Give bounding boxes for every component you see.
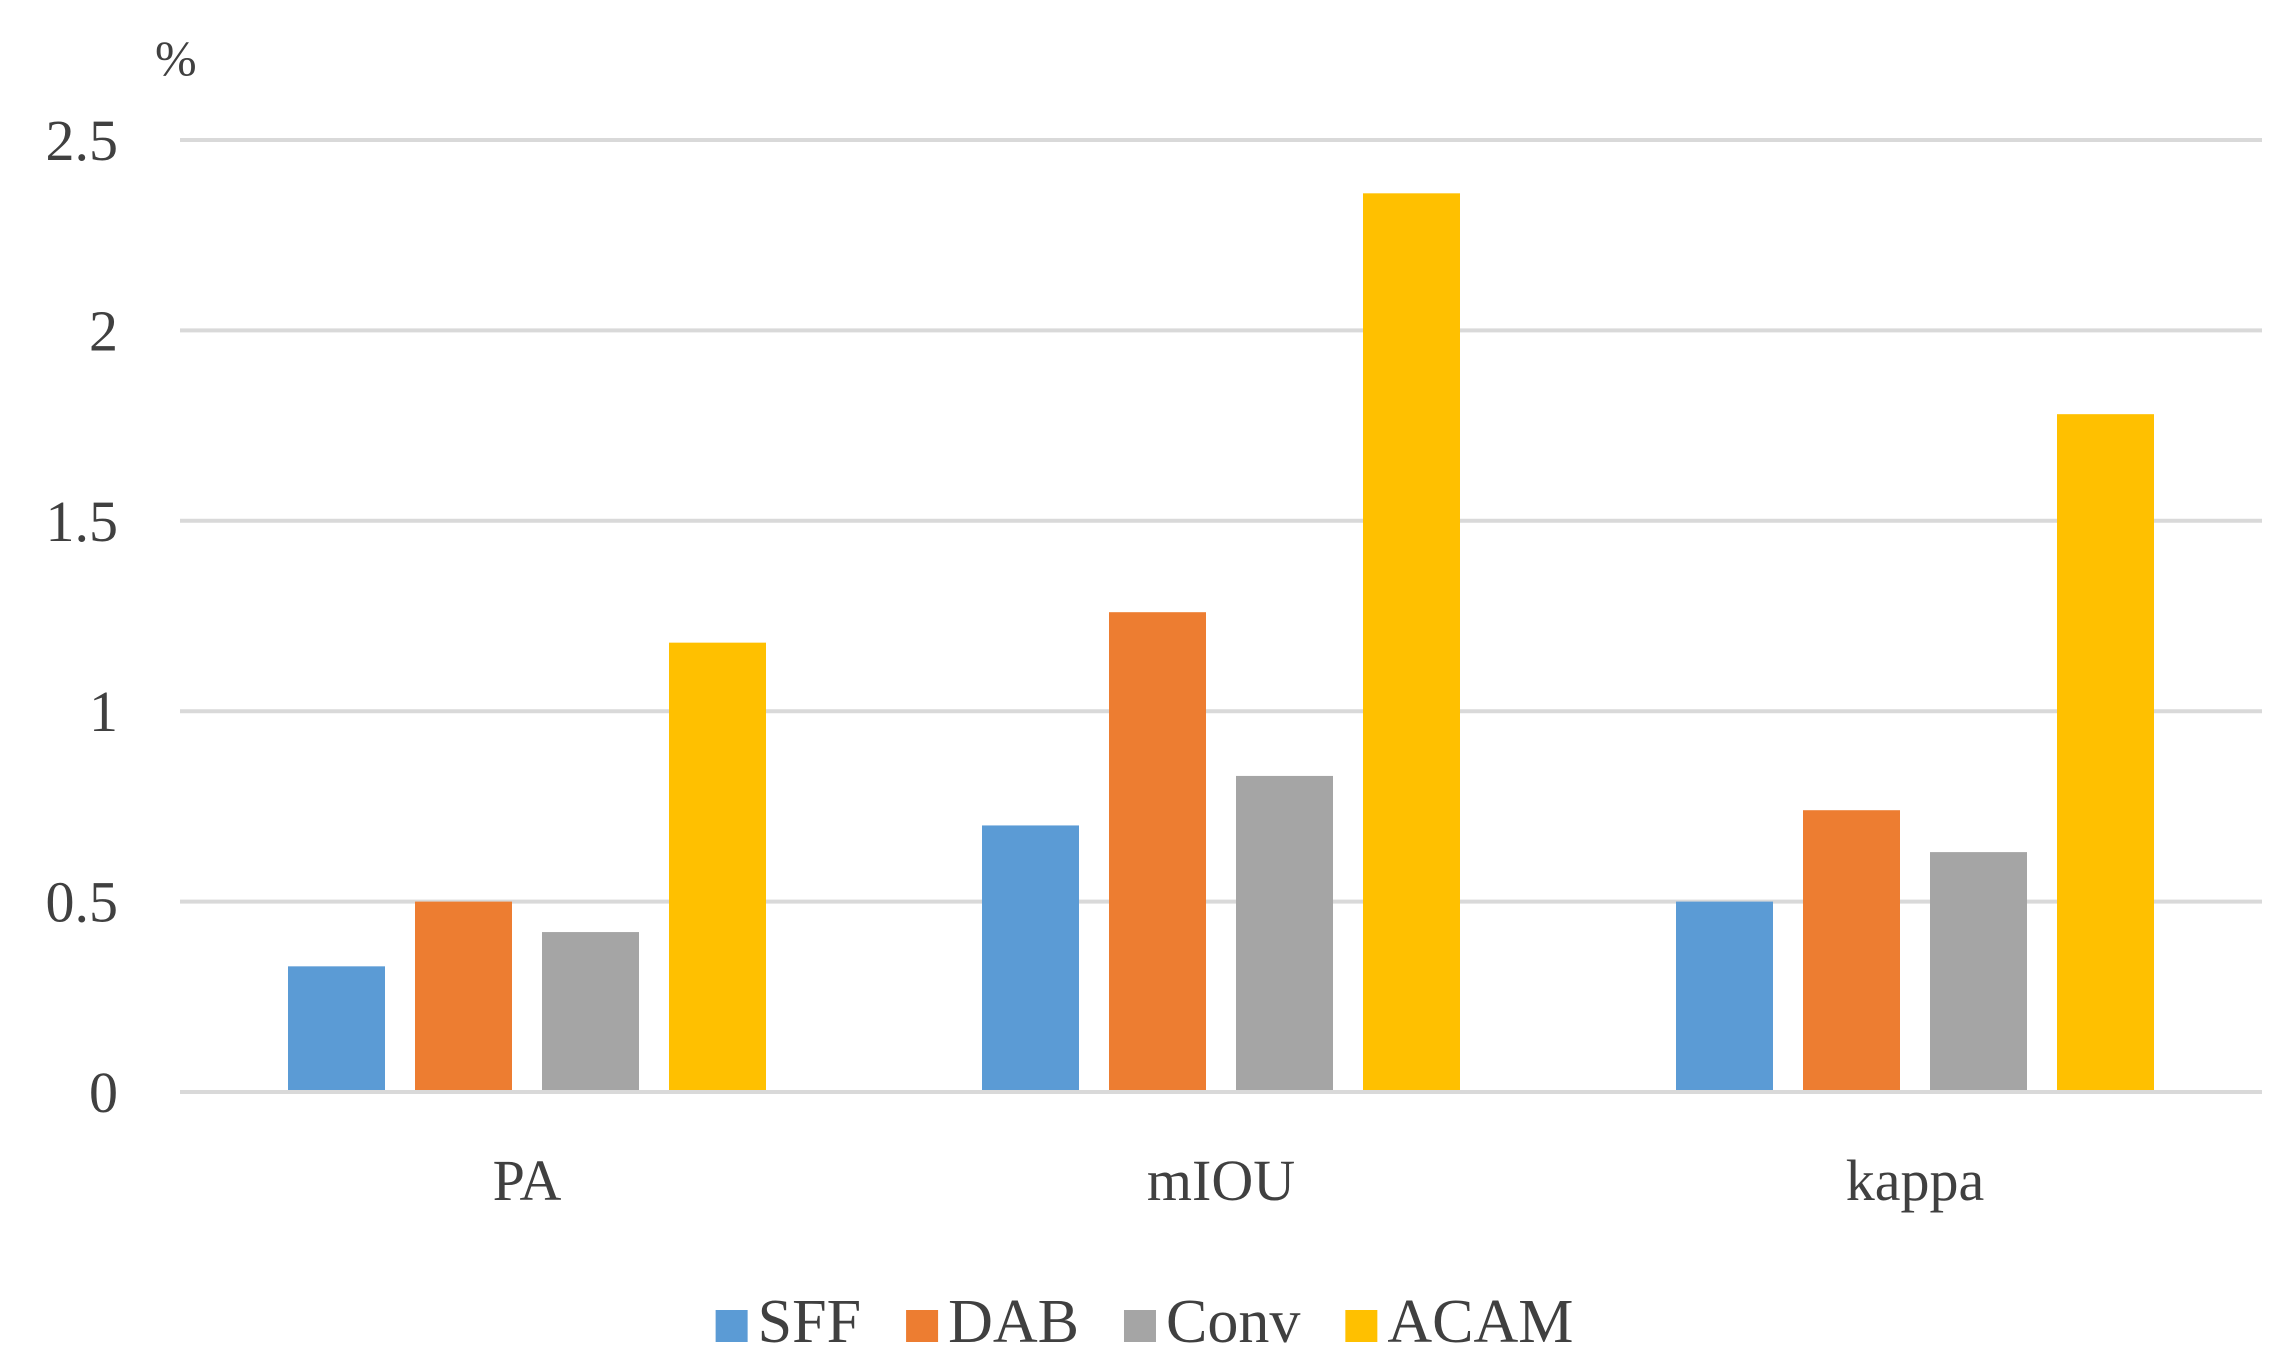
legend-swatch-conv	[1123, 1310, 1156, 1342]
legend-label-acam: ACAM	[1387, 1288, 1573, 1356]
y-tick-label-0: 0	[89, 1060, 118, 1125]
y-tick-label-3: 1.5	[46, 489, 119, 554]
legend-item-sff: SFF	[715, 1288, 861, 1356]
bar-acam-miou	[1363, 193, 1460, 1092]
legend-swatch-sff	[715, 1310, 748, 1342]
bar-acam-kappa	[2057, 414, 2154, 1092]
y-tick-label-1: 0.5	[46, 870, 119, 935]
legend-swatch-dab	[906, 1310, 939, 1342]
legend-label-conv: Conv	[1166, 1288, 1300, 1356]
y-tick-label-4: 2	[89, 298, 118, 363]
legend: SFF DAB Conv ACAM	[715, 1288, 1573, 1356]
legend-item-conv: Conv	[1123, 1288, 1300, 1356]
x-category-label-kappa: kappa	[1846, 1148, 1985, 1213]
bar-sff-kappa	[1676, 901, 1773, 1092]
legend-item-acam: ACAM	[1345, 1288, 1573, 1356]
bar-sff-miou	[982, 825, 1079, 1092]
y-tick-label-2: 1	[89, 679, 118, 744]
bar-sff-pa	[288, 966, 385, 1092]
bar-dab-pa	[415, 901, 512, 1092]
bar-conv-pa	[542, 932, 639, 1092]
gridlines	[180, 138, 2262, 904]
y-axis-tick-labels: 0 0.5 1 1.5 2 2.5	[46, 108, 119, 1125]
x-category-label-miou: mIOU	[1147, 1148, 1295, 1213]
bar-conv-miou	[1236, 775, 1333, 1092]
bar-dab-kappa	[1803, 810, 1900, 1092]
bars	[288, 193, 2154, 1092]
x-axis-category-labels: PA mIOU kappa	[493, 1148, 1985, 1213]
x-category-label-pa: PA	[493, 1148, 562, 1213]
legend-swatch-acam	[1345, 1310, 1378, 1342]
legend-label-dab: DAB	[948, 1288, 1079, 1356]
bar-conv-kappa	[1930, 852, 2027, 1092]
bar-dab-miou	[1109, 612, 1206, 1092]
y-axis-unit-label: %	[155, 30, 197, 86]
legend-label-sff: SFF	[758, 1288, 861, 1356]
y-tick-label-5: 2.5	[46, 108, 119, 173]
bar-acam-pa	[669, 642, 766, 1092]
legend-item-dab: DAB	[906, 1288, 1079, 1356]
